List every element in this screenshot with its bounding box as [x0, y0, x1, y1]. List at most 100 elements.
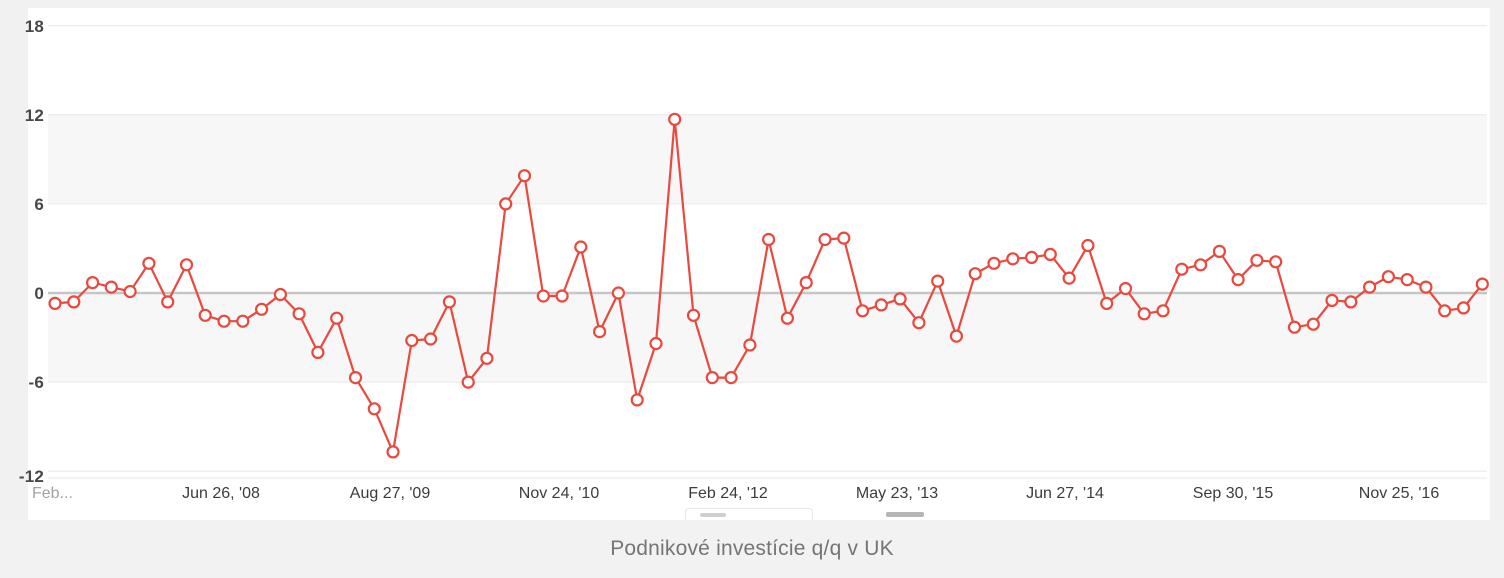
- data-point-marker[interactable]: [949, 329, 964, 343]
- data-point-marker[interactable]: [67, 295, 81, 309]
- data-point-marker[interactable]: [1456, 301, 1471, 315]
- data-point-marker[interactable]: [931, 274, 945, 288]
- data-point-marker[interactable]: [893, 292, 907, 306]
- data-point-marker[interactable]: [1062, 271, 1076, 285]
- data-point-marker[interactable]: [1419, 280, 1433, 294]
- data-point-marker[interactable]: [123, 284, 137, 299]
- data-point-marker[interactable]: [1175, 262, 1189, 276]
- data-point-marker[interactable]: [499, 197, 513, 211]
- data-point-marker[interactable]: [480, 351, 494, 365]
- data-point-marker[interactable]: [1024, 250, 1039, 264]
- data-point-marker[interactable]: [1287, 320, 1302, 334]
- data-point-marker[interactable]: [705, 371, 719, 385]
- data-point-marker[interactable]: [405, 333, 419, 348]
- data-point-marker[interactable]: [217, 314, 231, 328]
- data-point-marker[interactable]: [161, 295, 175, 309]
- data-point-marker[interactable]: [386, 445, 400, 459]
- chart-footer: Podnikové investície q/q v UK: [0, 520, 1504, 578]
- data-point-marker[interactable]: [85, 276, 100, 290]
- data-point-marker[interactable]: [780, 311, 795, 325]
- data-point-marker[interactable]: [668, 112, 682, 126]
- data-point-marker[interactable]: [236, 314, 250, 328]
- data-point-marker[interactable]: [1081, 238, 1095, 253]
- chart-canvas: [48, 25, 1489, 479]
- data-point-marker[interactable]: [761, 232, 776, 247]
- data-point-marker[interactable]: [686, 308, 701, 322]
- chart-panel: [28, 8, 1490, 520]
- data-point-marker[interactable]: [424, 332, 438, 346]
- data-point-marker[interactable]: [724, 371, 738, 385]
- alternate-grid-band: [48, 114, 1487, 204]
- data-point-marker[interactable]: [48, 296, 62, 310]
- data-point-marker[interactable]: [104, 280, 118, 294]
- data-point-marker[interactable]: [592, 325, 607, 339]
- y-tick-label: -6: [28, 373, 44, 393]
- data-point-marker[interactable]: [1193, 258, 1208, 272]
- data-point-marker[interactable]: [630, 393, 644, 407]
- data-point-marker[interactable]: [1118, 281, 1133, 296]
- data-point-marker[interactable]: [1043, 247, 1057, 261]
- data-point-marker[interactable]: [348, 371, 363, 385]
- data-point-marker[interactable]: [1475, 277, 1489, 291]
- data-point-marker[interactable]: [255, 302, 269, 316]
- x-tick-label: May 23, '13: [855, 485, 939, 502]
- x-tick-label: Nov 25, '16: [1358, 485, 1440, 502]
- data-point-marker[interactable]: [1006, 252, 1020, 266]
- data-point-marker[interactable]: [1231, 273, 1245, 287]
- data-point-marker[interactable]: [461, 375, 475, 389]
- data-point-marker[interactable]: [837, 231, 851, 245]
- y-tick-label: 6: [34, 194, 44, 214]
- data-point-marker[interactable]: [198, 308, 212, 322]
- data-point-marker[interactable]: [273, 287, 287, 302]
- data-point-marker[interactable]: [1212, 244, 1227, 258]
- y-tick-label: 12: [24, 105, 44, 125]
- data-point-marker[interactable]: [1438, 304, 1452, 318]
- x-tick-label: Jun 26, '08: [182, 485, 260, 502]
- x-tick-label: Feb 24, '12: [688, 485, 768, 502]
- alternate-grid-band: [48, 293, 1487, 383]
- data-point-marker[interactable]: [855, 304, 870, 318]
- data-point-marker[interactable]: [1400, 273, 1414, 287]
- data-point-marker[interactable]: [442, 295, 456, 309]
- data-point-marker[interactable]: [536, 289, 550, 303]
- data-point-marker[interactable]: [1362, 280, 1377, 294]
- data-point-marker[interactable]: [611, 286, 626, 300]
- data-point-marker[interactable]: [874, 298, 888, 312]
- data-point-marker[interactable]: [1344, 295, 1358, 309]
- data-point-marker[interactable]: [1137, 307, 1151, 321]
- x-tick-label: Nov 24, '10: [518, 485, 600, 502]
- data-point-marker[interactable]: [649, 336, 663, 351]
- data-point-marker[interactable]: [799, 276, 813, 290]
- clipped-legend-text-fragment: [886, 512, 924, 517]
- data-point-marker[interactable]: [367, 402, 381, 416]
- data-point-marker[interactable]: [818, 232, 832, 247]
- y-tick-label: 18: [24, 16, 44, 36]
- x-tick-label: Sep 30, '15: [1192, 485, 1274, 502]
- x-tick-label: Feb...: [32, 485, 73, 502]
- data-point-marker[interactable]: [517, 169, 532, 183]
- data-point-marker[interactable]: [1250, 253, 1264, 267]
- data-point-marker[interactable]: [912, 316, 926, 330]
- data-point-marker[interactable]: [555, 289, 569, 303]
- data-point-marker[interactable]: [1100, 296, 1114, 310]
- data-point-marker[interactable]: [968, 267, 982, 281]
- data-point-marker[interactable]: [142, 256, 156, 270]
- data-point-marker[interactable]: [574, 240, 588, 254]
- data-point-marker[interactable]: [987, 256, 1001, 270]
- data-point-marker[interactable]: [743, 338, 757, 352]
- data-point-marker[interactable]: [292, 307, 306, 321]
- data-point-marker[interactable]: [1156, 304, 1170, 318]
- data-point-marker[interactable]: [179, 258, 194, 272]
- y-tick-label: 0: [34, 284, 44, 303]
- data-point-marker[interactable]: [311, 345, 325, 359]
- data-point-marker[interactable]: [1325, 293, 1339, 307]
- data-point-marker[interactable]: [1306, 317, 1320, 331]
- x-tick-label: Aug 27, '09: [349, 485, 431, 502]
- data-point-marker[interactable]: [1381, 270, 1396, 284]
- data-point-marker[interactable]: [330, 311, 344, 325]
- chart-title: Podnikové investície q/q v UK: [610, 537, 894, 560]
- x-tick-label: Jun 27, '14: [1026, 485, 1104, 502]
- clipped-legend-text-fragment: [700, 513, 726, 517]
- data-point-marker[interactable]: [1269, 255, 1283, 269]
